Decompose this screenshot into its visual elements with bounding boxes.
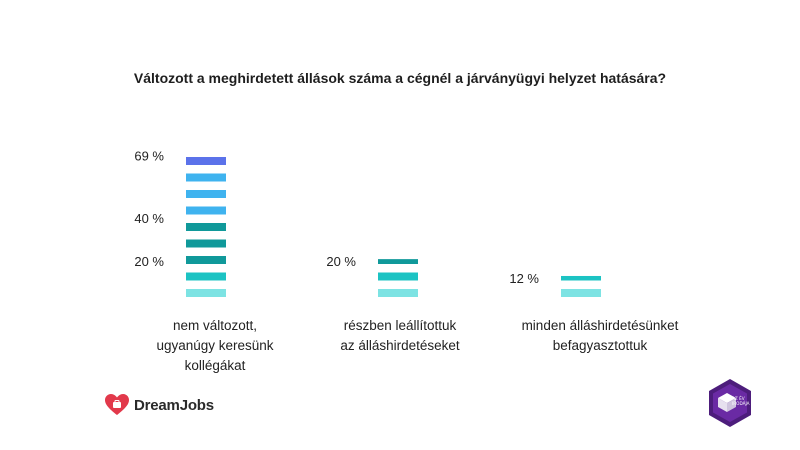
category-label-0: nem változott, ugyanúgy keresünk kollégá… xyxy=(115,316,315,376)
badge-text-line-2: IRODÁJA xyxy=(732,401,750,406)
category-label-line: kollégákat xyxy=(184,358,246,373)
axis-tick-label: 40 % xyxy=(134,211,164,226)
dreamjobs-logo: DreamJobs xyxy=(104,393,214,417)
axis-tick-label: 20 % xyxy=(134,254,164,269)
bar-segment xyxy=(378,289,418,297)
category-label-2: minden álláshirdetésünket befagyasztottu… xyxy=(490,316,710,356)
chart-title: Változott a meghirdetett állások száma a… xyxy=(133,70,667,86)
category-label-line: nem változott, xyxy=(172,318,258,333)
bar-segment xyxy=(186,239,226,248)
category-label-line: befagyasztottuk xyxy=(552,338,648,353)
bar-segment xyxy=(186,157,226,165)
bar-0 xyxy=(186,157,226,297)
bar-segment xyxy=(186,223,226,231)
heart-bag-icon xyxy=(105,394,129,415)
category-label-line: ugyanúgy keresünk xyxy=(156,338,274,353)
bar-segment-partial xyxy=(561,275,601,281)
bar-segment-partial xyxy=(378,259,418,264)
bar-segment xyxy=(186,173,226,182)
bar-segment xyxy=(186,272,226,281)
category-label-line: minden álláshirdetésünket xyxy=(521,318,679,333)
bar-1 xyxy=(378,259,418,297)
badge-text-line-1: AZ ÉV xyxy=(732,396,745,401)
bar-segment xyxy=(186,256,226,264)
dreamjobs-wordmark: DreamJobs xyxy=(134,396,214,414)
office-of-the-year-badge: AZ ÉV IRODÁJA xyxy=(709,379,751,427)
bar-value-label: 12 % xyxy=(509,271,539,286)
axis-tick-label: 69 % xyxy=(134,149,164,164)
bar-value-label: 20 % xyxy=(326,254,356,269)
bar-segment xyxy=(378,272,418,281)
category-label-1: részben leállítottuk az álláshirdetéseke… xyxy=(300,316,500,356)
bar-segment xyxy=(186,190,226,198)
bar-segment xyxy=(186,206,226,215)
bar-segment xyxy=(561,289,601,297)
category-label-line: részben leállítottuk xyxy=(343,318,457,333)
bar-2 xyxy=(561,275,601,297)
category-label-line: az álláshirdetéseket xyxy=(340,338,460,353)
bar-segment xyxy=(186,289,226,297)
